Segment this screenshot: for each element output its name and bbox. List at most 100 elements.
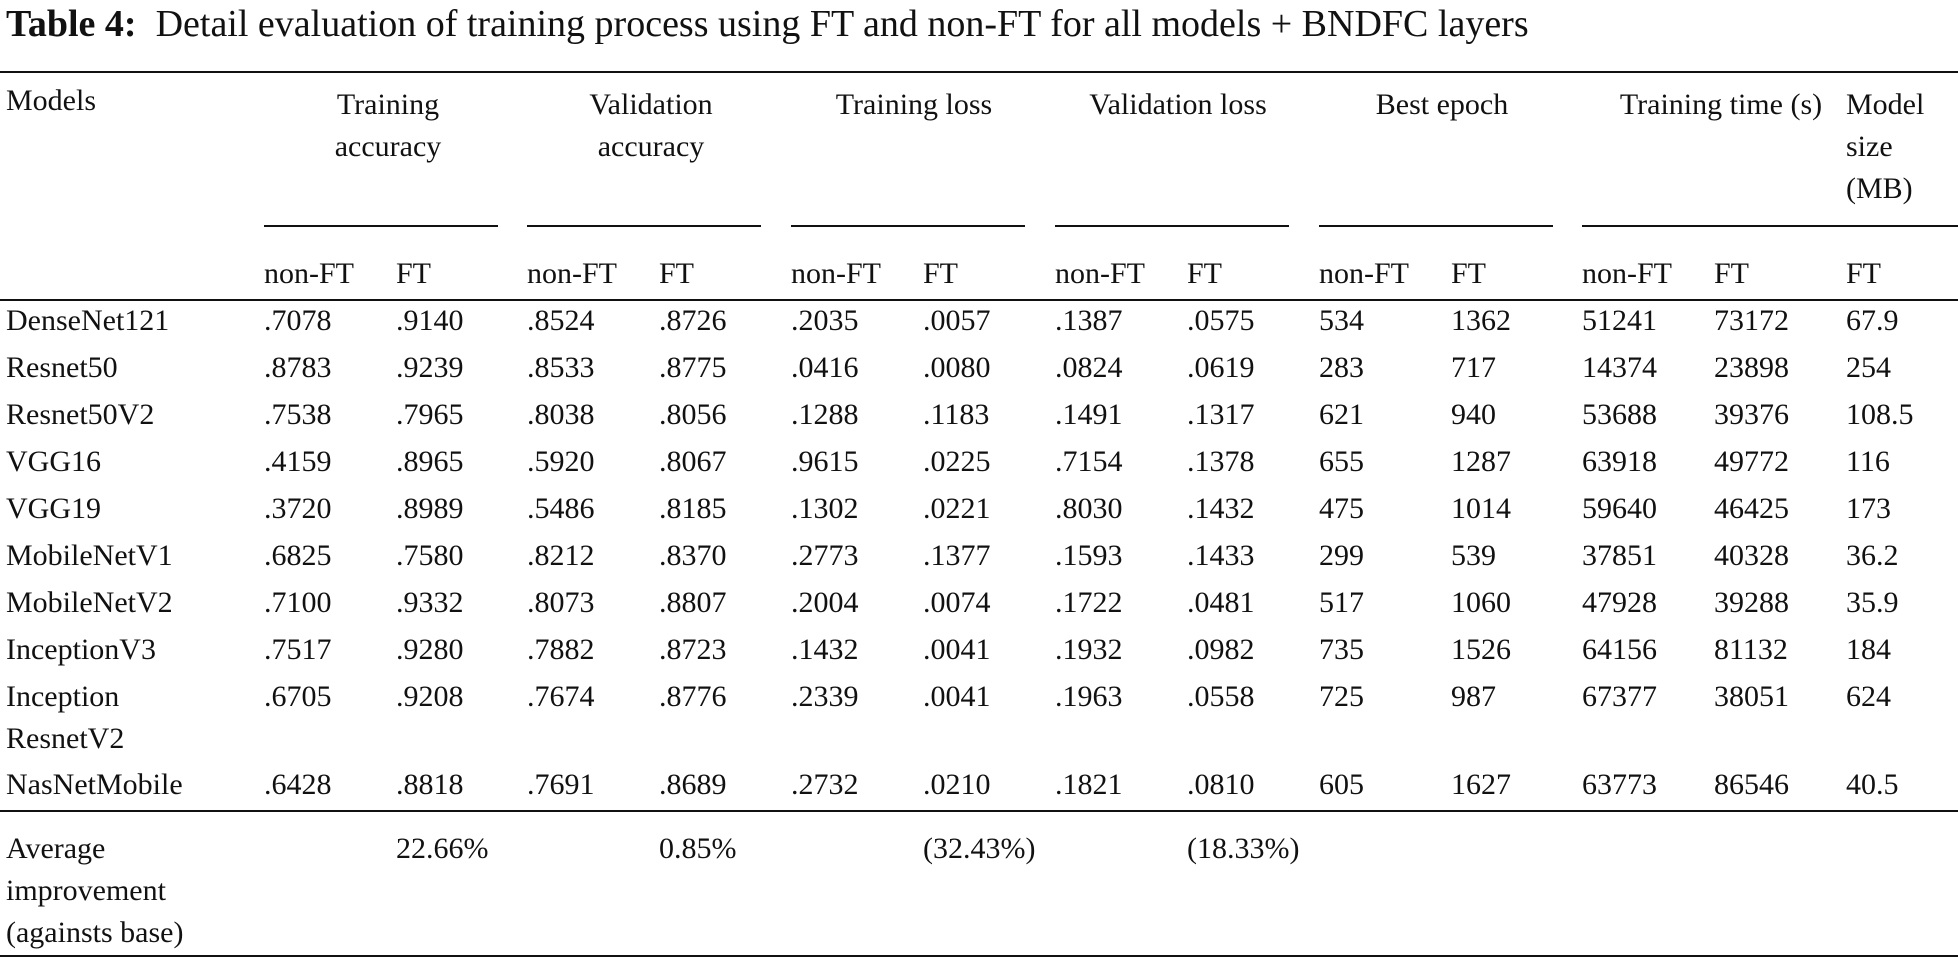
- header-sub-0: non-FT: [264, 257, 354, 290]
- table-row-6-cell-7: .0481: [1187, 586, 1255, 619]
- table-row-0-model: DenseNet121: [6, 304, 170, 337]
- rule-group-4: [1319, 225, 1553, 227]
- table-row-5-cell-8: 299: [1319, 539, 1364, 572]
- header-sub-5: FT: [923, 257, 959, 290]
- table-row-5-cell-12: 36.2: [1846, 539, 1899, 572]
- table-row-5-cell-4: .2773: [791, 539, 859, 572]
- table-row-4-cell-12: 173: [1846, 492, 1891, 525]
- table-row-2-cell-12: 108.5: [1846, 398, 1914, 431]
- table-row-9-cell-9: 1627: [1451, 768, 1511, 801]
- table-row-5-cell-5: .1377: [923, 539, 991, 572]
- table-row-8-cell-0: .6705: [264, 680, 332, 713]
- header-group-5-line1: Training time (s): [1619, 88, 1823, 121]
- table-row-7-cell-4: .1432: [791, 633, 859, 666]
- header-model-size-line3: (MB): [1846, 172, 1913, 205]
- table-row-3-cell-1: .8965: [396, 445, 464, 478]
- table-row-4-cell-5: .0221: [923, 492, 991, 525]
- table-row-3-cell-12: 116: [1846, 445, 1890, 478]
- table-row-5-cell-9: 539: [1451, 539, 1496, 572]
- table-row-6-cell-11: 39288: [1714, 586, 1789, 619]
- table-row-7-cell-7: .0982: [1187, 633, 1255, 666]
- header-sub-1: FT: [396, 257, 432, 290]
- table-row-3-cell-5: .0225: [923, 445, 991, 478]
- table-row-6-cell-10: 47928: [1582, 586, 1657, 619]
- table-row-0-cell-9: 1362: [1451, 304, 1511, 337]
- table-row-9-cell-0: .6428: [264, 768, 332, 801]
- table-row-7-cell-3: .8723: [659, 633, 727, 666]
- table-row-6-cell-4: .2004: [791, 586, 859, 619]
- table-row-1-cell-0: .8783: [264, 351, 332, 384]
- header-sub-2: non-FT: [527, 257, 617, 290]
- table-row-1-cell-1: .9239: [396, 351, 464, 384]
- table-row-2-cell-6: .1491: [1055, 398, 1123, 431]
- table-row-6-cell-2: .8073: [527, 586, 595, 619]
- table-row-4-cell-9: 1014: [1451, 492, 1511, 525]
- header-sub-6: non-FT: [1055, 257, 1145, 290]
- table-row-8-cell-1: .9208: [396, 680, 464, 713]
- table-row-4-cell-4: .1302: [791, 492, 859, 525]
- table-row-8-cell-7: .0558: [1187, 680, 1255, 713]
- footer-value-0: 22.66%: [396, 832, 489, 865]
- table-row-1-cell-6: .0824: [1055, 351, 1123, 384]
- table-row-2-cell-10: 53688: [1582, 398, 1657, 431]
- table-row-3-cell-0: .4159: [264, 445, 332, 478]
- table-row-9-cell-4: .2732: [791, 768, 859, 801]
- table-row-2-model: Resnet50V2: [6, 398, 155, 431]
- table-row-2-cell-5: .1183: [923, 398, 990, 431]
- table-row-2-cell-2: .8038: [527, 398, 595, 431]
- header-sub-12: FT: [1846, 257, 1882, 290]
- table-row-0-cell-6: .1387: [1055, 304, 1123, 337]
- table-row-0-cell-8: 534: [1319, 304, 1364, 337]
- table-row-0-cell-0: .7078: [264, 304, 332, 337]
- table-row-1-cell-7: .0619: [1187, 351, 1255, 384]
- rule-top: [0, 71, 1958, 73]
- table-row-4-cell-1: .8989: [396, 492, 464, 525]
- header-group-1-line1: Validation: [589, 88, 713, 121]
- table-row-2-cell-8: 621: [1319, 398, 1364, 431]
- header-sub-8: non-FT: [1319, 257, 1409, 290]
- table-row-9-cell-12: 40.5: [1846, 768, 1899, 801]
- table-row-0-cell-11: 73172: [1714, 304, 1789, 337]
- table-row-7-cell-12: 184: [1846, 633, 1891, 666]
- header-model-size-line1: Model: [1846, 88, 1925, 121]
- footer-label: Average improvement (againsts base): [6, 832, 184, 949]
- table-row-8-cell-8: 725: [1319, 680, 1364, 713]
- table-row-0-cell-3: .8726: [659, 304, 727, 337]
- footer-value-2: (32.43%): [923, 832, 1036, 865]
- table-row-2-cell-7: .1317: [1187, 398, 1255, 431]
- footer-value-3: (18.33%): [1187, 832, 1300, 865]
- rule-group-2: [791, 225, 1025, 227]
- table-row-1-cell-9: 717: [1451, 351, 1496, 384]
- table-row-1-cell-11: 23898: [1714, 351, 1789, 384]
- table-row-7-cell-9: 1526: [1451, 633, 1511, 666]
- header-group-0-line1: Training: [336, 88, 440, 121]
- table-row-7-cell-8: 735: [1319, 633, 1364, 666]
- table-row-2-cell-11: 39376: [1714, 398, 1789, 431]
- table-row-8-cell-9: 987: [1451, 680, 1496, 713]
- table-row-6-model: MobileNetV2: [6, 586, 173, 619]
- table-row-6-cell-5: .0074: [923, 586, 991, 619]
- table-row-7-cell-1: .9280: [396, 633, 464, 666]
- table-row-0-cell-2: .8524: [527, 304, 595, 337]
- table-row-6-cell-3: .8807: [659, 586, 727, 619]
- header-sub-3: FT: [659, 257, 695, 290]
- table-row-5-cell-2: .8212: [527, 539, 595, 572]
- table-row-6-cell-12: 35.9: [1846, 586, 1899, 619]
- table-row-0-cell-4: .2035: [791, 304, 859, 337]
- header-models: Models: [6, 84, 96, 117]
- table-row-9-cell-11: 86546: [1714, 768, 1789, 801]
- table-row-3-cell-10: 63918: [1582, 445, 1657, 478]
- table-row-4-cell-7: .1432: [1187, 492, 1255, 525]
- table-row-2-cell-1: .7965: [396, 398, 464, 431]
- table-row-9-cell-7: .0810: [1187, 768, 1255, 801]
- table-row-8-cell-10: 67377: [1582, 680, 1657, 713]
- table-row-3-cell-7: .1378: [1187, 445, 1255, 478]
- table-caption-label: Table 4:: [6, 3, 137, 45]
- rule-group-5: [1582, 225, 1958, 227]
- table-row-1-cell-4: .0416: [791, 351, 859, 384]
- header-sub-4: non-FT: [791, 257, 881, 290]
- table-row-8-cell-3: .8776: [659, 680, 727, 713]
- header-sub-7: FT: [1187, 257, 1223, 290]
- table-caption: Table 4: Detail evaluation of training p…: [6, 0, 1529, 48]
- table-row-1-cell-5: .0080: [923, 351, 991, 384]
